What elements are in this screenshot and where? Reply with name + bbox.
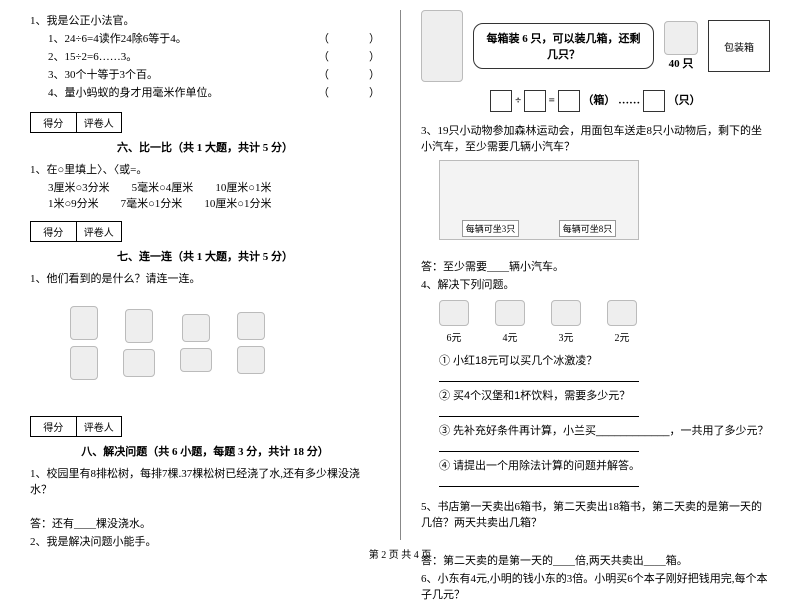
animal-count: 40 只 xyxy=(664,21,698,71)
q6-text: 6、小东有4元,小明的钱小东的3倍。小明买6个本子刚好把钱用完,每个本子几元？ xyxy=(421,570,770,602)
candy-icon xyxy=(607,300,637,326)
eq-unit1: （箱） xyxy=(582,95,615,107)
child-icon xyxy=(70,306,98,340)
page-footer: 第 2 页 共 4 页 xyxy=(0,546,800,561)
burger-icon xyxy=(439,300,469,326)
image-group xyxy=(180,314,212,372)
s6-cell: 10厘米○1分米 xyxy=(204,195,271,211)
page: 1、我是公正小法官。 1、24÷6=4读作24除6等于4。（） 2、15÷2=6… xyxy=(0,0,800,540)
q4-sub4-blank xyxy=(421,475,770,490)
q1-item: 3、30个十等于3个百。（） xyxy=(48,66,380,82)
q4-sub3: ③ 先补充好条件再计算，小兰买____________，一共用了多少元？ xyxy=(421,422,770,438)
child-icon xyxy=(125,309,153,343)
drink-icon xyxy=(495,300,525,326)
food-item: 2元 xyxy=(607,300,637,344)
food-price: 3元 xyxy=(559,333,574,344)
q4-title: 4、解决下列问题。 xyxy=(421,276,770,292)
score-box: 得分 评卷人 xyxy=(30,416,122,437)
eq-blank xyxy=(490,90,512,112)
reviewer-label: 评卷人 xyxy=(77,222,122,241)
score-label: 得分 xyxy=(31,113,77,132)
shape-icon xyxy=(237,312,265,340)
q4-sub4: ④ 请提出一个用除法计算的问题并解答。 xyxy=(421,457,770,473)
q4-sub1: ① 小红18元可以买几个冰激凌？ xyxy=(421,352,770,368)
q1-item-text: 4、量小蚂蚁的身才用毫米作单位。 xyxy=(48,87,219,99)
shape-icon xyxy=(182,314,210,342)
foods-row: 6元 4元 3元 2元 xyxy=(421,300,770,344)
package-box: 包装箱 xyxy=(708,20,770,72)
eq-div: ÷ xyxy=(515,95,521,107)
q1-item: 2、15÷2=6……3。（） xyxy=(48,48,380,64)
q1-title: 1、我是公正小法官。 xyxy=(30,12,380,28)
s6-cell: 1米○9分米 xyxy=(48,195,99,211)
shape-icon xyxy=(237,346,265,374)
reviewer-label: 评卷人 xyxy=(77,417,122,436)
food-price: 6元 xyxy=(447,333,462,344)
s6-row1: 3厘米○3分米 5毫米○4厘米 10厘米○1米 xyxy=(30,179,380,195)
s7-question: 1、他们看到的是什么？请连一连。 xyxy=(30,270,380,286)
s8-q1: 1、校园里有8排松树，每排7棵.37棵松树已经浇了水,还有多少棵没浇水？ xyxy=(30,465,380,497)
bus-image: 每辆可坐3只 每辆可坐8只 xyxy=(439,160,639,240)
reviewer-label: 评卷人 xyxy=(77,113,122,132)
eq-eq: = xyxy=(549,95,555,107)
section7-title: 七、连一连（共 1 大题，共计 5 分） xyxy=(30,248,380,264)
q1-item: 4、量小蚂蚁的身才用毫米作单位。（） xyxy=(48,84,380,100)
section8-title: 八、解决问题（共 6 小题，每题 3 分，共计 18 分） xyxy=(30,443,380,459)
s6-cell: 7毫米○1分米 xyxy=(121,195,183,211)
s6-cell: 5毫米○4厘米 xyxy=(132,179,194,195)
s6-cell: 3厘米○3分米 xyxy=(48,179,110,195)
s6-cell: 10厘米○1米 xyxy=(215,179,271,195)
eq-dots: …… xyxy=(618,95,640,107)
bus-label: 每辆可坐3只 xyxy=(462,220,520,237)
equation-row: ÷ = （箱） …… （只） xyxy=(421,90,770,112)
box-label: 包装箱 xyxy=(724,39,754,54)
score-label: 得分 xyxy=(31,222,77,241)
child-icon xyxy=(70,346,98,380)
food-item: 6元 xyxy=(439,300,469,344)
food-item: 3元 xyxy=(551,300,581,344)
q4-sub2-blank xyxy=(421,405,770,420)
image-group xyxy=(123,309,155,377)
speech-bubble: 每箱装 6 只，可以装几箱，还剩几只？ xyxy=(473,23,654,69)
q1-items: 1、24÷6=4读作24除6等于4。（） 2、15÷2=6……3。（） 3、30… xyxy=(30,30,380,100)
q1-item-text: 3、30个十等于3个百。 xyxy=(48,69,158,81)
shape-icon xyxy=(123,349,155,377)
section6-title: 六、比一比（共 1 大题，共计 5 分） xyxy=(30,139,380,155)
rabbit-icon xyxy=(664,21,698,55)
right-column: 每箱装 6 只，可以装几箱，还剩几只？ 40 只 包装箱 ÷ = （箱） …… … xyxy=(400,10,770,540)
eq-blank xyxy=(643,90,665,112)
q4-sub3-blank xyxy=(421,440,770,455)
food-price: 4元 xyxy=(503,333,518,344)
eq-blank xyxy=(558,90,580,112)
girl-icon xyxy=(421,10,463,82)
eq-unit2: （只） xyxy=(668,95,701,107)
s8-q1-answer: 答：还有____棵没浇水。 xyxy=(30,515,380,531)
score-box: 得分 评卷人 xyxy=(30,221,122,242)
q1-item-text: 1、24÷6=4读作24除6等于4。 xyxy=(48,33,187,45)
q3-text: 3、19只小动物参加森林运动会，用面包车送走8只小动物后，剩下的坐小汽车，至少需… xyxy=(421,122,770,154)
score-label: 得分 xyxy=(31,417,77,436)
q3-answer: 答：至少需要____辆小汽车。 xyxy=(421,258,770,274)
left-column: 1、我是公正小法官。 1、24÷6=4读作24除6等于4。（） 2、15÷2=6… xyxy=(30,10,400,540)
q1-item: 1、24÷6=4读作24除6等于4。（） xyxy=(48,30,380,46)
food-price: 2元 xyxy=(615,333,630,344)
q5-text: 5、书店第一天卖出6箱书，第二天卖出18箱书，第二天卖的是第一天的几倍？两天共卖… xyxy=(421,498,770,530)
q4-sub2: ② 买4个汉堡和1杯饮料，需要多少元？ xyxy=(421,387,770,403)
bus-label: 每辆可坐8只 xyxy=(559,220,617,237)
s7-images xyxy=(30,298,380,388)
count-label: 40 只 xyxy=(664,55,698,71)
top-figure: 每箱装 6 只，可以装几箱，还剩几只？ 40 只 包装箱 xyxy=(421,10,770,82)
s6-row2: 1米○9分米 7毫米○1分米 10厘米○1分米 xyxy=(30,195,380,211)
s6-question: 1、在○里填上〉、〈或=。 xyxy=(30,161,380,177)
image-group xyxy=(237,312,265,374)
food-item: 4元 xyxy=(495,300,525,344)
image-group xyxy=(70,306,98,380)
shape-icon xyxy=(180,348,212,372)
icecream-icon xyxy=(551,300,581,326)
q1-item-text: 2、15÷2=6……3。 xyxy=(48,51,137,63)
eq-blank xyxy=(524,90,546,112)
score-box: 得分 评卷人 xyxy=(30,112,122,133)
q4-sub1-blank xyxy=(421,370,770,385)
